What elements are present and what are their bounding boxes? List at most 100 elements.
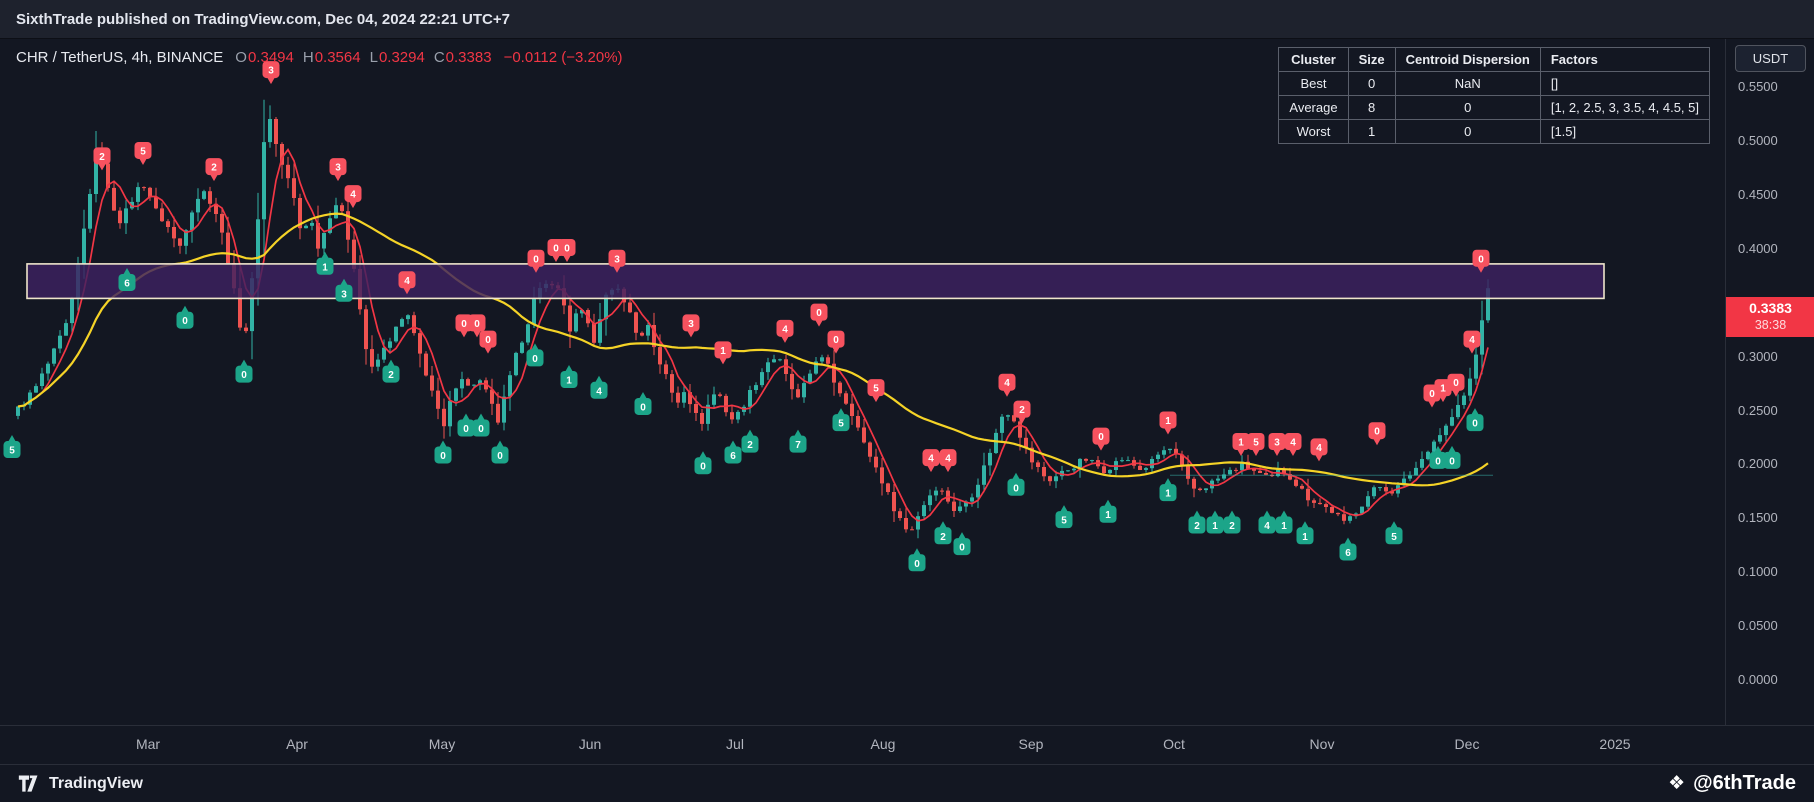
sell-marker[interactable]: 5 xyxy=(1247,433,1265,457)
buy-marker[interactable]: 5 xyxy=(1055,505,1073,529)
buy-marker[interactable]: 1 xyxy=(1296,521,1314,545)
buy-marker[interactable]: 0 xyxy=(176,305,194,329)
time-axis-label: Oct xyxy=(1163,736,1185,752)
time-axis[interactable]: Mar Apr May Jun Jul Aug Sep Oct Nov Dec 2025 xyxy=(0,725,1814,764)
cluster-table-cell: 1 xyxy=(1347,119,1396,144)
sell-marker[interactable]: 4 xyxy=(1284,433,1302,457)
tradingview-brand-link[interactable]: TradingView xyxy=(18,774,143,794)
svg-text:0: 0 xyxy=(700,462,706,473)
svg-text:0: 0 xyxy=(640,402,646,413)
currency-button[interactable]: USDT xyxy=(1735,45,1806,72)
sell-marker[interactable]: 4 xyxy=(344,185,362,209)
buy-marker[interactable]: 7 xyxy=(789,429,807,453)
sell-marker[interactable]: 0 xyxy=(1368,422,1386,446)
buy-marker[interactable]: 1 xyxy=(1275,510,1293,534)
buy-marker[interactable]: 0 xyxy=(694,451,712,475)
cluster-table-header-cell: Cluster xyxy=(1278,47,1349,72)
sell-marker[interactable]: 2 xyxy=(93,147,111,171)
svg-text:1: 1 xyxy=(1238,438,1244,449)
svg-text:1: 1 xyxy=(1440,384,1446,395)
buy-marker[interactable]: 1 xyxy=(1159,478,1177,502)
svg-text:7: 7 xyxy=(795,440,801,451)
sell-marker[interactable]: 1 xyxy=(714,341,732,365)
sell-marker[interactable]: 2 xyxy=(1013,400,1031,424)
sell-marker[interactable]: 3 xyxy=(608,249,626,273)
svg-text:3: 3 xyxy=(335,163,341,174)
buy-marker[interactable]: 2 xyxy=(741,429,759,453)
sell-marker[interactable]: 5 xyxy=(867,379,885,403)
buy-marker[interactable]: 6 xyxy=(724,440,742,464)
buy-marker[interactable]: 0 xyxy=(526,343,544,367)
sell-marker[interactable]: 4 xyxy=(922,449,940,473)
sell-marker[interactable]: 0 xyxy=(827,330,845,354)
sell-marker[interactable]: 4 xyxy=(998,373,1016,397)
price-scale[interactable]: USDT 0.3383 38:38 0.5500 0.5000 0.4500 0.40… xyxy=(1725,39,1814,725)
buy-marker[interactable]: 2 xyxy=(1188,510,1206,534)
buy-marker[interactable]: 6 xyxy=(1339,537,1357,561)
sell-marker[interactable]: 1 xyxy=(1232,433,1250,457)
svg-text:1: 1 xyxy=(1105,510,1111,521)
sell-marker[interactable]: 4 xyxy=(398,271,416,295)
buy-marker[interactable]: 5 xyxy=(3,435,21,459)
buy-marker[interactable]: 0 xyxy=(491,440,509,464)
svg-text:0: 0 xyxy=(474,319,480,330)
buy-marker[interactable]: 0 xyxy=(1007,472,1025,496)
buy-marker[interactable]: 0 xyxy=(434,440,452,464)
sell-marker[interactable]: 5 xyxy=(134,141,152,165)
buy-marker[interactable]: 2 xyxy=(934,521,952,545)
buy-marker[interactable]: 0 xyxy=(457,413,475,437)
buy-marker[interactable]: 0 xyxy=(1443,445,1461,469)
buy-marker[interactable]: 0 xyxy=(1429,445,1447,469)
sell-marker[interactable]: 0 xyxy=(1092,427,1110,451)
buy-marker[interactable]: 0 xyxy=(953,532,971,556)
buy-marker[interactable]: 3 xyxy=(335,278,353,302)
cluster-table-cell: Average xyxy=(1278,95,1349,120)
sell-marker[interactable]: 4 xyxy=(1463,330,1481,354)
sell-marker[interactable]: 3 xyxy=(262,61,280,85)
buy-marker[interactable]: 0 xyxy=(908,548,926,572)
supply-zone-band[interactable] xyxy=(26,263,1605,300)
sell-marker[interactable]: 0 xyxy=(810,303,828,327)
svg-text:0: 0 xyxy=(816,308,822,319)
buy-marker[interactable]: 5 xyxy=(1385,521,1403,545)
buy-marker[interactable]: 4 xyxy=(590,375,608,399)
svg-text:2: 2 xyxy=(388,370,394,381)
sell-marker[interactable]: 4 xyxy=(1310,438,1328,462)
sell-marker[interactable]: 0 xyxy=(479,330,497,354)
buy-marker[interactable]: 1 xyxy=(1206,510,1224,534)
buy-marker[interactable]: 5 xyxy=(832,408,850,432)
sell-marker[interactable]: 2 xyxy=(205,158,223,182)
sell-marker[interactable]: 0 xyxy=(1472,249,1490,273)
sell-marker[interactable]: 0 xyxy=(455,314,473,338)
sell-marker[interactable]: 1 xyxy=(1159,411,1177,435)
sell-marker[interactable]: 0 xyxy=(527,249,545,273)
buy-marker[interactable]: 2 xyxy=(1223,510,1241,534)
svg-text:0: 0 xyxy=(241,370,247,381)
sell-marker[interactable]: 3 xyxy=(682,314,700,338)
buy-marker[interactable]: 1 xyxy=(316,251,334,275)
buy-marker[interactable]: 0 xyxy=(235,359,253,383)
buy-marker[interactable]: 1 xyxy=(560,364,578,388)
price-tick-label: 0.5500 xyxy=(1738,79,1778,95)
buy-marker[interactable]: 0 xyxy=(634,391,652,415)
buy-marker[interactable]: 0 xyxy=(1466,408,1484,432)
sell-marker[interactable]: 4 xyxy=(939,449,957,473)
symbol-name[interactable]: CHR / TetherUS, 4h, BINANCE xyxy=(16,49,224,66)
buy-marker[interactable]: 2 xyxy=(382,359,400,383)
sell-marker[interactable]: 4 xyxy=(776,319,794,343)
sell-marker[interactable]: 1 xyxy=(1434,379,1452,403)
buy-marker[interactable]: 1 xyxy=(1099,499,1117,523)
sell-marker[interactable]: 3 xyxy=(329,158,347,182)
buy-marker[interactable]: 4 xyxy=(1258,510,1276,534)
sell-marker[interactable]: 0 xyxy=(1447,373,1465,397)
svg-text:0: 0 xyxy=(1098,432,1104,443)
sell-marker[interactable]: 3 xyxy=(1268,433,1286,457)
sell-marker[interactable]: 0 xyxy=(558,238,576,262)
buy-marker[interactable]: 0 xyxy=(472,413,490,437)
sell-marker[interactable]: 0 xyxy=(468,314,486,338)
buy-marker[interactable]: 6 xyxy=(118,267,136,291)
